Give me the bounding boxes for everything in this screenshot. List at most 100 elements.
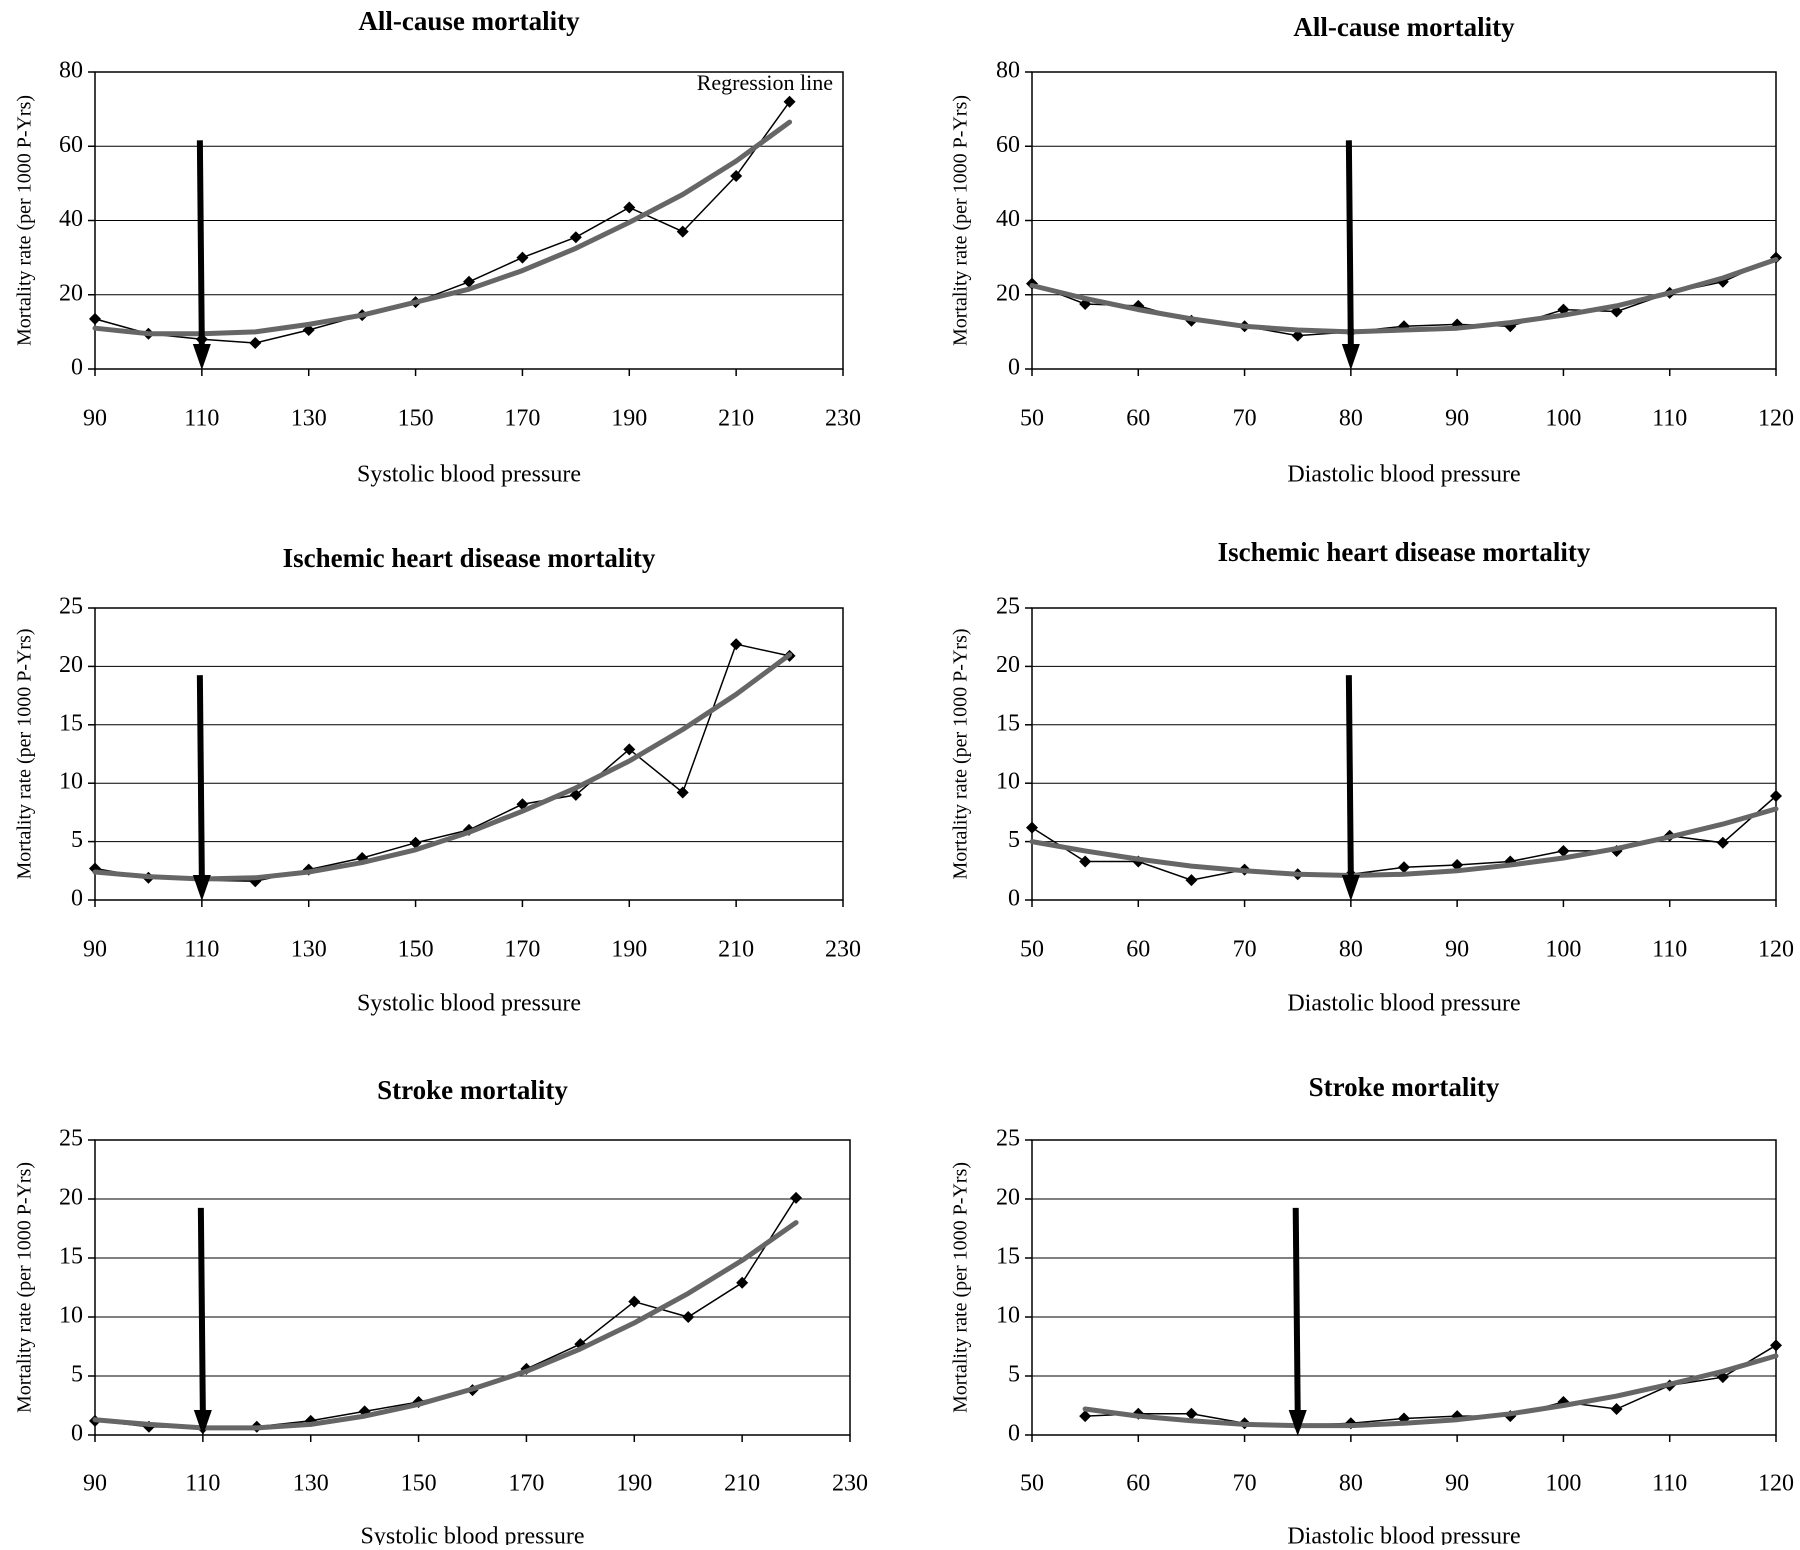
regression-line xyxy=(92,1220,799,1431)
y-axis-label: Mortality rate (per 1000 P-Yrs) xyxy=(14,1162,36,1413)
y-tick-label: 20 xyxy=(59,652,83,678)
data-point-marker xyxy=(1770,1339,1782,1352)
y-tick-label: 15 xyxy=(996,710,1020,736)
x-tick-label: 170 xyxy=(504,406,540,432)
y-tick-label: 20 xyxy=(59,1185,83,1211)
x-tick-label: 150 xyxy=(398,937,434,963)
x-tick-label: 90 xyxy=(83,1471,107,1497)
y-tick-label: 0 xyxy=(1008,355,1020,381)
x-tick-label: 120 xyxy=(1758,937,1794,963)
arrow-shaft xyxy=(196,675,205,880)
x-tick-label: 120 xyxy=(1758,406,1794,432)
y-tick-label: 10 xyxy=(996,1303,1020,1329)
x-tick-label: 80 xyxy=(1339,937,1363,963)
x-axis-label: Systolic blood pressure xyxy=(357,991,581,1017)
x-tick-label: 80 xyxy=(1339,406,1363,432)
x-tick-label: 100 xyxy=(1545,937,1581,963)
data-point-marker xyxy=(1770,790,1782,803)
y-axis-label: Mortality rate (per 1000 P-Yrs) xyxy=(14,628,36,879)
data-point-marker xyxy=(623,743,636,756)
x-tick-label: 190 xyxy=(611,937,647,963)
minimum-arrow-icon xyxy=(192,140,211,370)
y-tick-label: 60 xyxy=(996,132,1020,158)
x-tick-label: 130 xyxy=(291,406,327,432)
data-point-marker xyxy=(730,169,743,182)
x-tick-label: 90 xyxy=(1445,937,1469,963)
y-tick-label: 5 xyxy=(71,827,83,853)
x-tick-label: 110 xyxy=(1652,406,1687,432)
x-tick-label: 90 xyxy=(1445,1471,1469,1497)
y-axis-label: Mortality rate (per 1000 P-Yrs) xyxy=(14,95,36,346)
arrow-shaft xyxy=(196,140,205,349)
y-tick-label: 25 xyxy=(996,594,1020,620)
arrow-head xyxy=(193,1410,212,1436)
x-tick-label: 130 xyxy=(293,1471,329,1497)
arrow-head xyxy=(1341,875,1360,901)
chart-title: All-cause mortality xyxy=(1293,12,1515,42)
y-tick-label: 25 xyxy=(59,594,83,620)
regression-line xyxy=(92,652,793,882)
data-point-marker xyxy=(628,1295,641,1308)
y-tick-label: 15 xyxy=(59,710,83,736)
x-tick-label: 230 xyxy=(825,406,861,432)
observed-line xyxy=(1085,1344,1777,1427)
arrow-head xyxy=(192,875,211,901)
observed-line xyxy=(94,101,791,344)
x-tick-label: 110 xyxy=(184,937,219,963)
y-tick-label: 5 xyxy=(1008,1362,1020,1388)
x-tick-label: 170 xyxy=(508,1471,544,1497)
data-point-marker xyxy=(682,1311,695,1323)
data-point-marker xyxy=(730,638,743,651)
chart-panel-5: Stroke mortality 0 5 10 15 20 25 90 110 130 150 170… xyxy=(14,1075,868,1549)
data-point-marker xyxy=(736,1276,749,1289)
x-tick-label: 150 xyxy=(401,1471,437,1497)
plot-frame xyxy=(94,607,844,901)
arrow-head xyxy=(1341,344,1360,370)
data-point-marker xyxy=(676,225,689,238)
chart-title: Stroke mortality xyxy=(377,1075,568,1105)
x-tick-label: 150 xyxy=(398,406,434,432)
data-point-marker xyxy=(790,1191,803,1204)
arrow-head xyxy=(192,344,211,370)
x-axis-label: Systolic blood pressure xyxy=(361,1524,585,1546)
regression-line xyxy=(1029,806,1779,878)
y-tick-label: 20 xyxy=(59,280,83,306)
chart-title: Stroke mortality xyxy=(1309,1072,1500,1102)
plot-frame xyxy=(94,1139,851,1436)
y-tick-label: 10 xyxy=(59,769,83,795)
data-point-marker xyxy=(1026,821,1038,834)
y-tick-label: 15 xyxy=(59,1244,83,1270)
x-tick-label: 50 xyxy=(1020,937,1044,963)
arrow-shaft xyxy=(1292,1207,1301,1415)
x-tick-label: 100 xyxy=(1545,1471,1581,1497)
y-tick-label: 80 xyxy=(59,58,83,84)
y-axis-label: Mortality rate (per 1000 P-Yrs) xyxy=(950,628,972,879)
y-tick-label: 5 xyxy=(71,1362,83,1388)
x-tick-label: 60 xyxy=(1126,937,1150,963)
regression-line xyxy=(1082,1353,1779,1429)
chart-title: Ischemic heart disease mortality xyxy=(283,543,656,573)
x-tick-label: 210 xyxy=(718,406,754,432)
arrow-shaft xyxy=(1345,675,1354,880)
y-tick-label: 25 xyxy=(996,1126,1020,1152)
regression-line-annotation: Regression line xyxy=(697,70,833,95)
y-tick-label: 15 xyxy=(996,1244,1020,1270)
chart-panel-4: Ischemic heart disease mortality 0 5 10 15 20… xyxy=(950,537,1794,1016)
x-tick-label: 190 xyxy=(616,1471,652,1497)
arrow-shaft xyxy=(1345,140,1354,349)
x-axis-label: Diastolic blood pressure xyxy=(1287,462,1520,488)
arrow-shaft xyxy=(197,1207,206,1415)
x-tick-label: 230 xyxy=(825,937,861,963)
y-tick-label: 10 xyxy=(996,769,1020,795)
y-tick-label: 0 xyxy=(1008,886,1020,912)
minimum-arrow-icon xyxy=(1341,140,1360,370)
chart-title: Ischemic heart disease mortality xyxy=(1218,537,1591,567)
y-tick-label: 0 xyxy=(71,886,83,912)
y-tick-label: 40 xyxy=(996,206,1020,232)
arrow-head xyxy=(1288,1410,1307,1436)
y-tick-label: 0 xyxy=(71,1421,83,1447)
y-axis-label: Mortality rate (per 1000 P-Yrs) xyxy=(950,1162,972,1413)
data-point-marker xyxy=(463,275,475,288)
data-point-marker xyxy=(516,251,529,264)
